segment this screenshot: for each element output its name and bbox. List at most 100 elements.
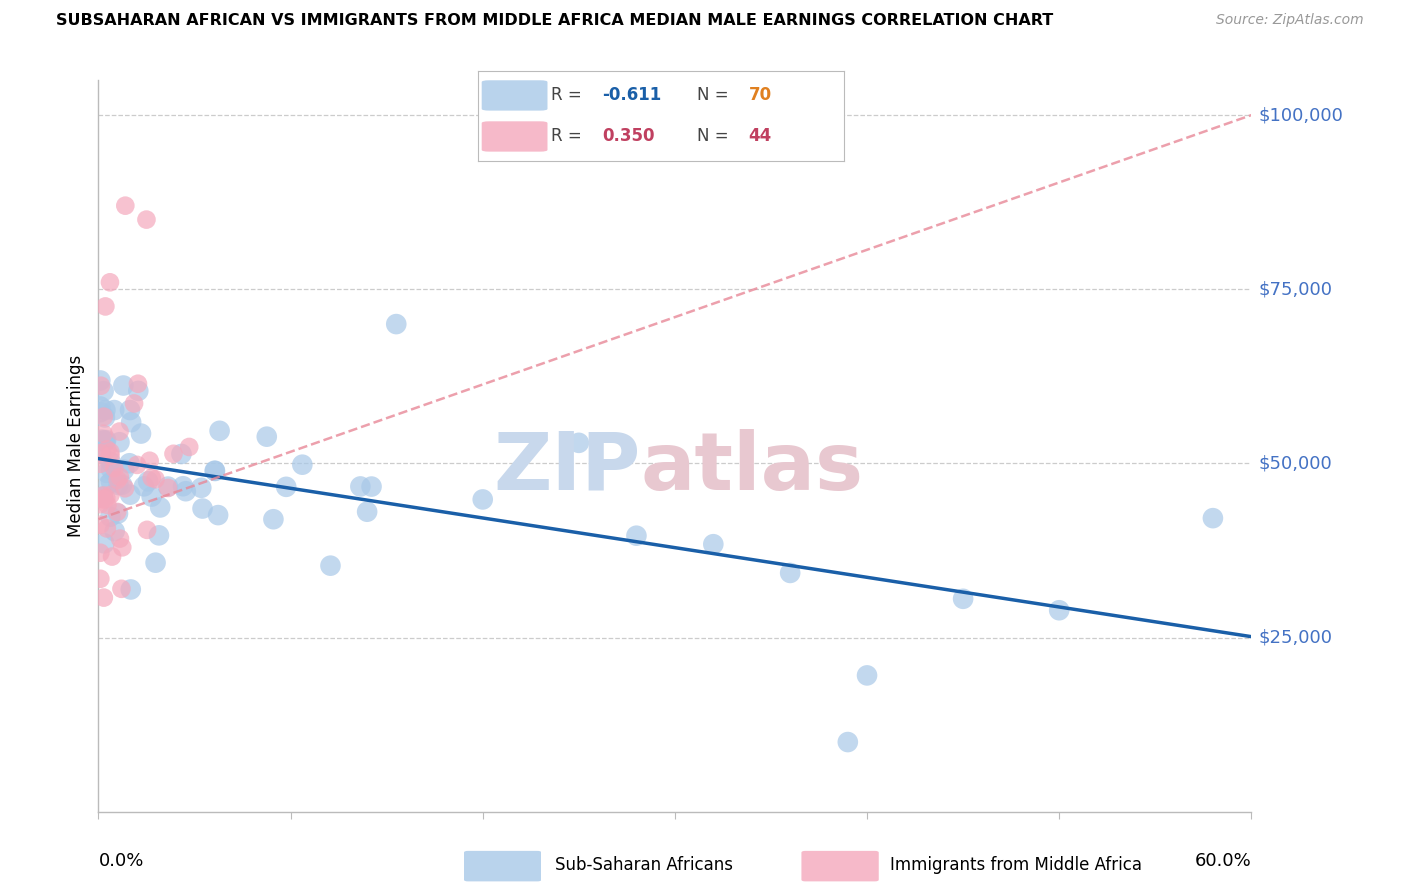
- Point: [208, 424, 231, 438]
- Point: [108, 470, 131, 484]
- Point: [96, 521, 118, 535]
- Point: [94, 434, 117, 449]
- Text: R =: R =: [551, 128, 588, 145]
- Point: [93, 409, 115, 424]
- Point: [90, 491, 112, 506]
- Point: [356, 505, 378, 519]
- Point: [89, 517, 111, 532]
- Point: [190, 481, 212, 495]
- Point: [101, 549, 124, 564]
- Text: $100,000: $100,000: [1258, 106, 1343, 124]
- Text: SUBSAHARAN AFRICAN VS IMMIGRANTS FROM MIDDLE AFRICA MEDIAN MALE EARNINGS CORRELA: SUBSAHARAN AFRICAN VS IMMIGRANTS FROM MI…: [56, 13, 1053, 29]
- Point: [319, 558, 342, 573]
- Point: [952, 591, 974, 606]
- Point: [89, 546, 111, 560]
- Point: [108, 435, 131, 450]
- Point: [93, 492, 115, 507]
- Point: [837, 735, 859, 749]
- Point: [172, 479, 194, 493]
- Point: [132, 479, 155, 493]
- Point: [471, 492, 494, 507]
- Point: [93, 426, 115, 441]
- Point: [96, 466, 118, 480]
- Point: [112, 378, 135, 392]
- Point: [90, 378, 112, 392]
- Point: [170, 447, 193, 461]
- Point: [93, 434, 115, 448]
- FancyBboxPatch shape: [482, 80, 547, 111]
- Point: [118, 403, 141, 417]
- Point: [91, 433, 114, 447]
- Point: [162, 447, 184, 461]
- Point: [702, 537, 724, 551]
- Point: [1047, 603, 1070, 617]
- Point: [149, 500, 172, 515]
- Point: [103, 403, 125, 417]
- Point: [1202, 511, 1225, 525]
- Point: [129, 426, 152, 441]
- Point: [125, 458, 148, 472]
- Point: [104, 524, 127, 539]
- Point: [118, 456, 141, 470]
- Point: [108, 532, 131, 546]
- Point: [174, 484, 197, 499]
- Text: ZIP: ZIP: [494, 429, 640, 507]
- Point: [91, 490, 114, 504]
- Point: [349, 479, 371, 493]
- Point: [114, 199, 136, 213]
- Point: [111, 477, 134, 491]
- Point: [204, 464, 226, 478]
- Point: [91, 488, 114, 502]
- Text: atlas: atlas: [640, 429, 863, 507]
- Point: [93, 591, 115, 605]
- Point: [262, 512, 284, 526]
- Point: [136, 475, 159, 489]
- Point: [108, 425, 131, 439]
- Point: [107, 478, 129, 492]
- Point: [98, 275, 121, 289]
- Text: Sub-Saharan Africans: Sub-Saharan Africans: [555, 856, 734, 874]
- Point: [100, 449, 122, 463]
- Point: [110, 582, 132, 596]
- Text: 0.0%: 0.0%: [98, 852, 143, 870]
- Point: [100, 475, 122, 489]
- Point: [103, 461, 125, 475]
- Point: [204, 464, 226, 478]
- Point: [89, 572, 111, 586]
- FancyBboxPatch shape: [482, 121, 547, 152]
- Point: [94, 410, 117, 425]
- Point: [135, 212, 157, 227]
- Point: [89, 405, 111, 419]
- Text: 60.0%: 60.0%: [1195, 852, 1251, 870]
- Point: [89, 497, 111, 511]
- Text: -0.611: -0.611: [602, 87, 662, 104]
- Point: [98, 509, 121, 524]
- Text: N =: N =: [697, 87, 734, 104]
- Point: [136, 523, 159, 537]
- Point: [256, 430, 278, 444]
- Point: [90, 445, 112, 459]
- Point: [96, 498, 118, 512]
- Point: [111, 541, 134, 555]
- Point: [122, 396, 145, 410]
- Point: [100, 488, 122, 502]
- Point: [94, 300, 117, 314]
- Point: [276, 480, 298, 494]
- FancyBboxPatch shape: [801, 851, 879, 881]
- Point: [138, 454, 160, 468]
- Point: [779, 566, 801, 580]
- Point: [156, 479, 179, 493]
- Text: Immigrants from Middle Africa: Immigrants from Middle Africa: [890, 856, 1142, 874]
- Point: [626, 529, 648, 543]
- Point: [114, 481, 136, 495]
- Point: [568, 435, 591, 450]
- Point: [93, 384, 115, 399]
- Point: [105, 505, 128, 519]
- Point: [89, 434, 111, 448]
- Point: [96, 491, 118, 505]
- Point: [141, 471, 163, 485]
- Point: [89, 457, 111, 471]
- Point: [179, 440, 201, 454]
- Point: [120, 415, 142, 429]
- Point: [127, 384, 149, 398]
